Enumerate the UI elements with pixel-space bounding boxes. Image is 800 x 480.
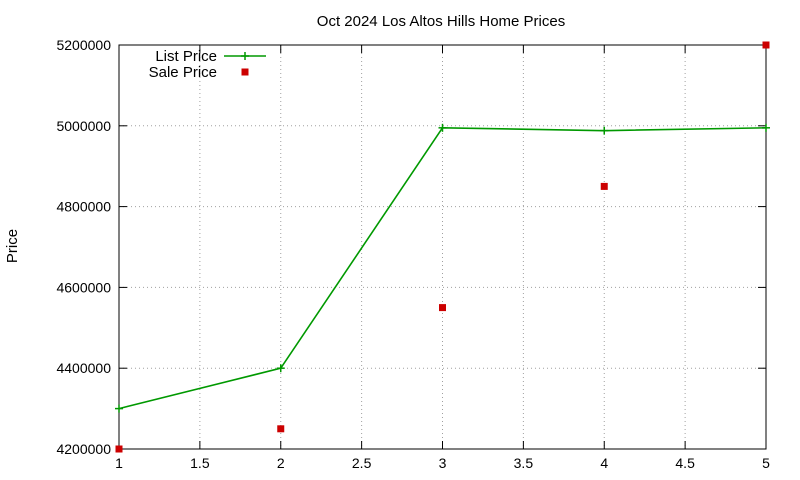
y-tick-label: 4200000 [56,441,111,457]
data-point-list-price [276,364,285,373]
data-point-sale-price [115,445,123,453]
data-point-sale-price [439,304,446,312]
y-axis-label: Price [4,229,21,263]
data-point-sale-price [762,41,770,49]
y-tick-label: 4800000 [56,199,111,215]
legend-entry-sale-price: Sale Price [149,64,249,81]
x-tick-label: 5 [762,455,770,471]
x-tick-label: 1.5 [190,455,210,471]
series [115,41,770,453]
data-point-sale-price [600,182,608,190]
data-point-list-price [438,123,447,132]
x-tick-label: 3 [439,455,447,471]
x-tick-label: 1 [115,455,123,471]
legend-label-list-price: List Price [155,48,217,65]
x-tick-label: 2 [277,455,285,471]
legend-label-sale-price: Sale Price [149,64,217,81]
y-tick-label: 4600000 [56,279,111,295]
axis-ticks: 4200000 4400000 4600000 4800000 5000000 52000… [56,37,770,471]
legend-marker-list-price [241,52,249,60]
x-tick-label: 4.5 [675,455,695,471]
data-point-list-price [762,123,770,132]
y-tick-label: 4400000 [56,360,111,376]
data-point-list-price [115,404,123,413]
x-tick-label: 4 [600,455,608,471]
series-sale-price [115,41,770,453]
data-point-list-price [600,126,609,135]
y-tick-label: 5200000 [56,37,111,53]
legend-entry-list-price: List Price [155,48,266,65]
series-list-price [115,123,770,413]
x-tick-label: 2.5 [352,455,372,471]
y-tick-label: 5000000 [56,118,111,134]
grid [119,45,766,449]
x-tick-label: 3.5 [514,455,534,471]
data-point-sale-price [277,425,285,433]
legend-marker-sale-price [241,68,249,76]
chart-title: Oct 2024 Los Altos Hills Home Prices [317,13,565,30]
